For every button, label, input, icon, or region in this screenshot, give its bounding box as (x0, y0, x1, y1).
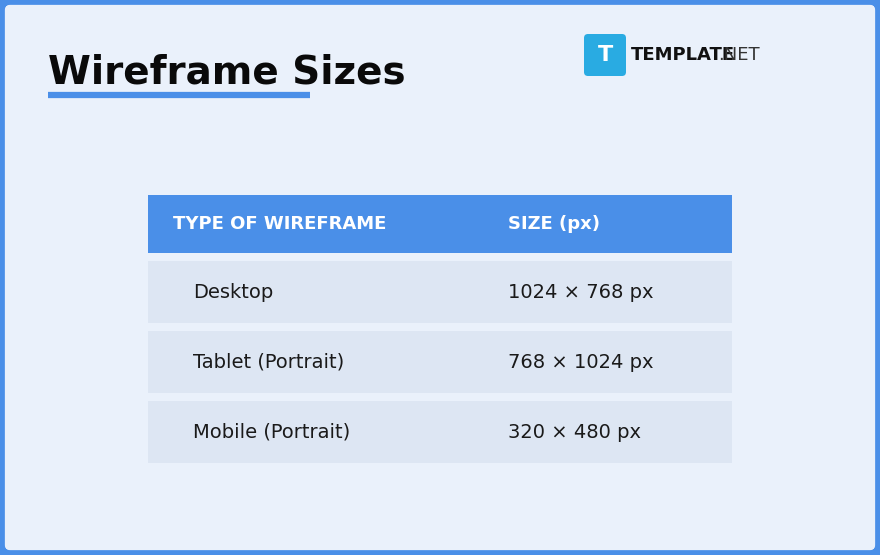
Text: Tablet (Portrait): Tablet (Portrait) (193, 352, 344, 371)
Text: SIZE (px): SIZE (px) (508, 215, 600, 233)
Text: Wireframe Sizes: Wireframe Sizes (48, 53, 406, 91)
Text: Desktop: Desktop (193, 282, 274, 301)
FancyBboxPatch shape (148, 401, 732, 463)
Text: Mobile (Portrait): Mobile (Portrait) (193, 422, 350, 441)
Text: 768 × 1024 px: 768 × 1024 px (508, 352, 654, 371)
Text: T: T (598, 45, 612, 65)
Text: TYPE OF WIREFRAME: TYPE OF WIREFRAME (173, 215, 386, 233)
FancyBboxPatch shape (148, 331, 732, 393)
Text: 1024 × 768 px: 1024 × 768 px (508, 282, 654, 301)
FancyBboxPatch shape (148, 261, 732, 323)
Text: TEMPLATE: TEMPLATE (631, 46, 735, 64)
Text: 320 × 480 px: 320 × 480 px (508, 422, 641, 441)
Text: .NET: .NET (718, 46, 759, 64)
FancyBboxPatch shape (584, 34, 626, 76)
FancyBboxPatch shape (148, 195, 732, 253)
